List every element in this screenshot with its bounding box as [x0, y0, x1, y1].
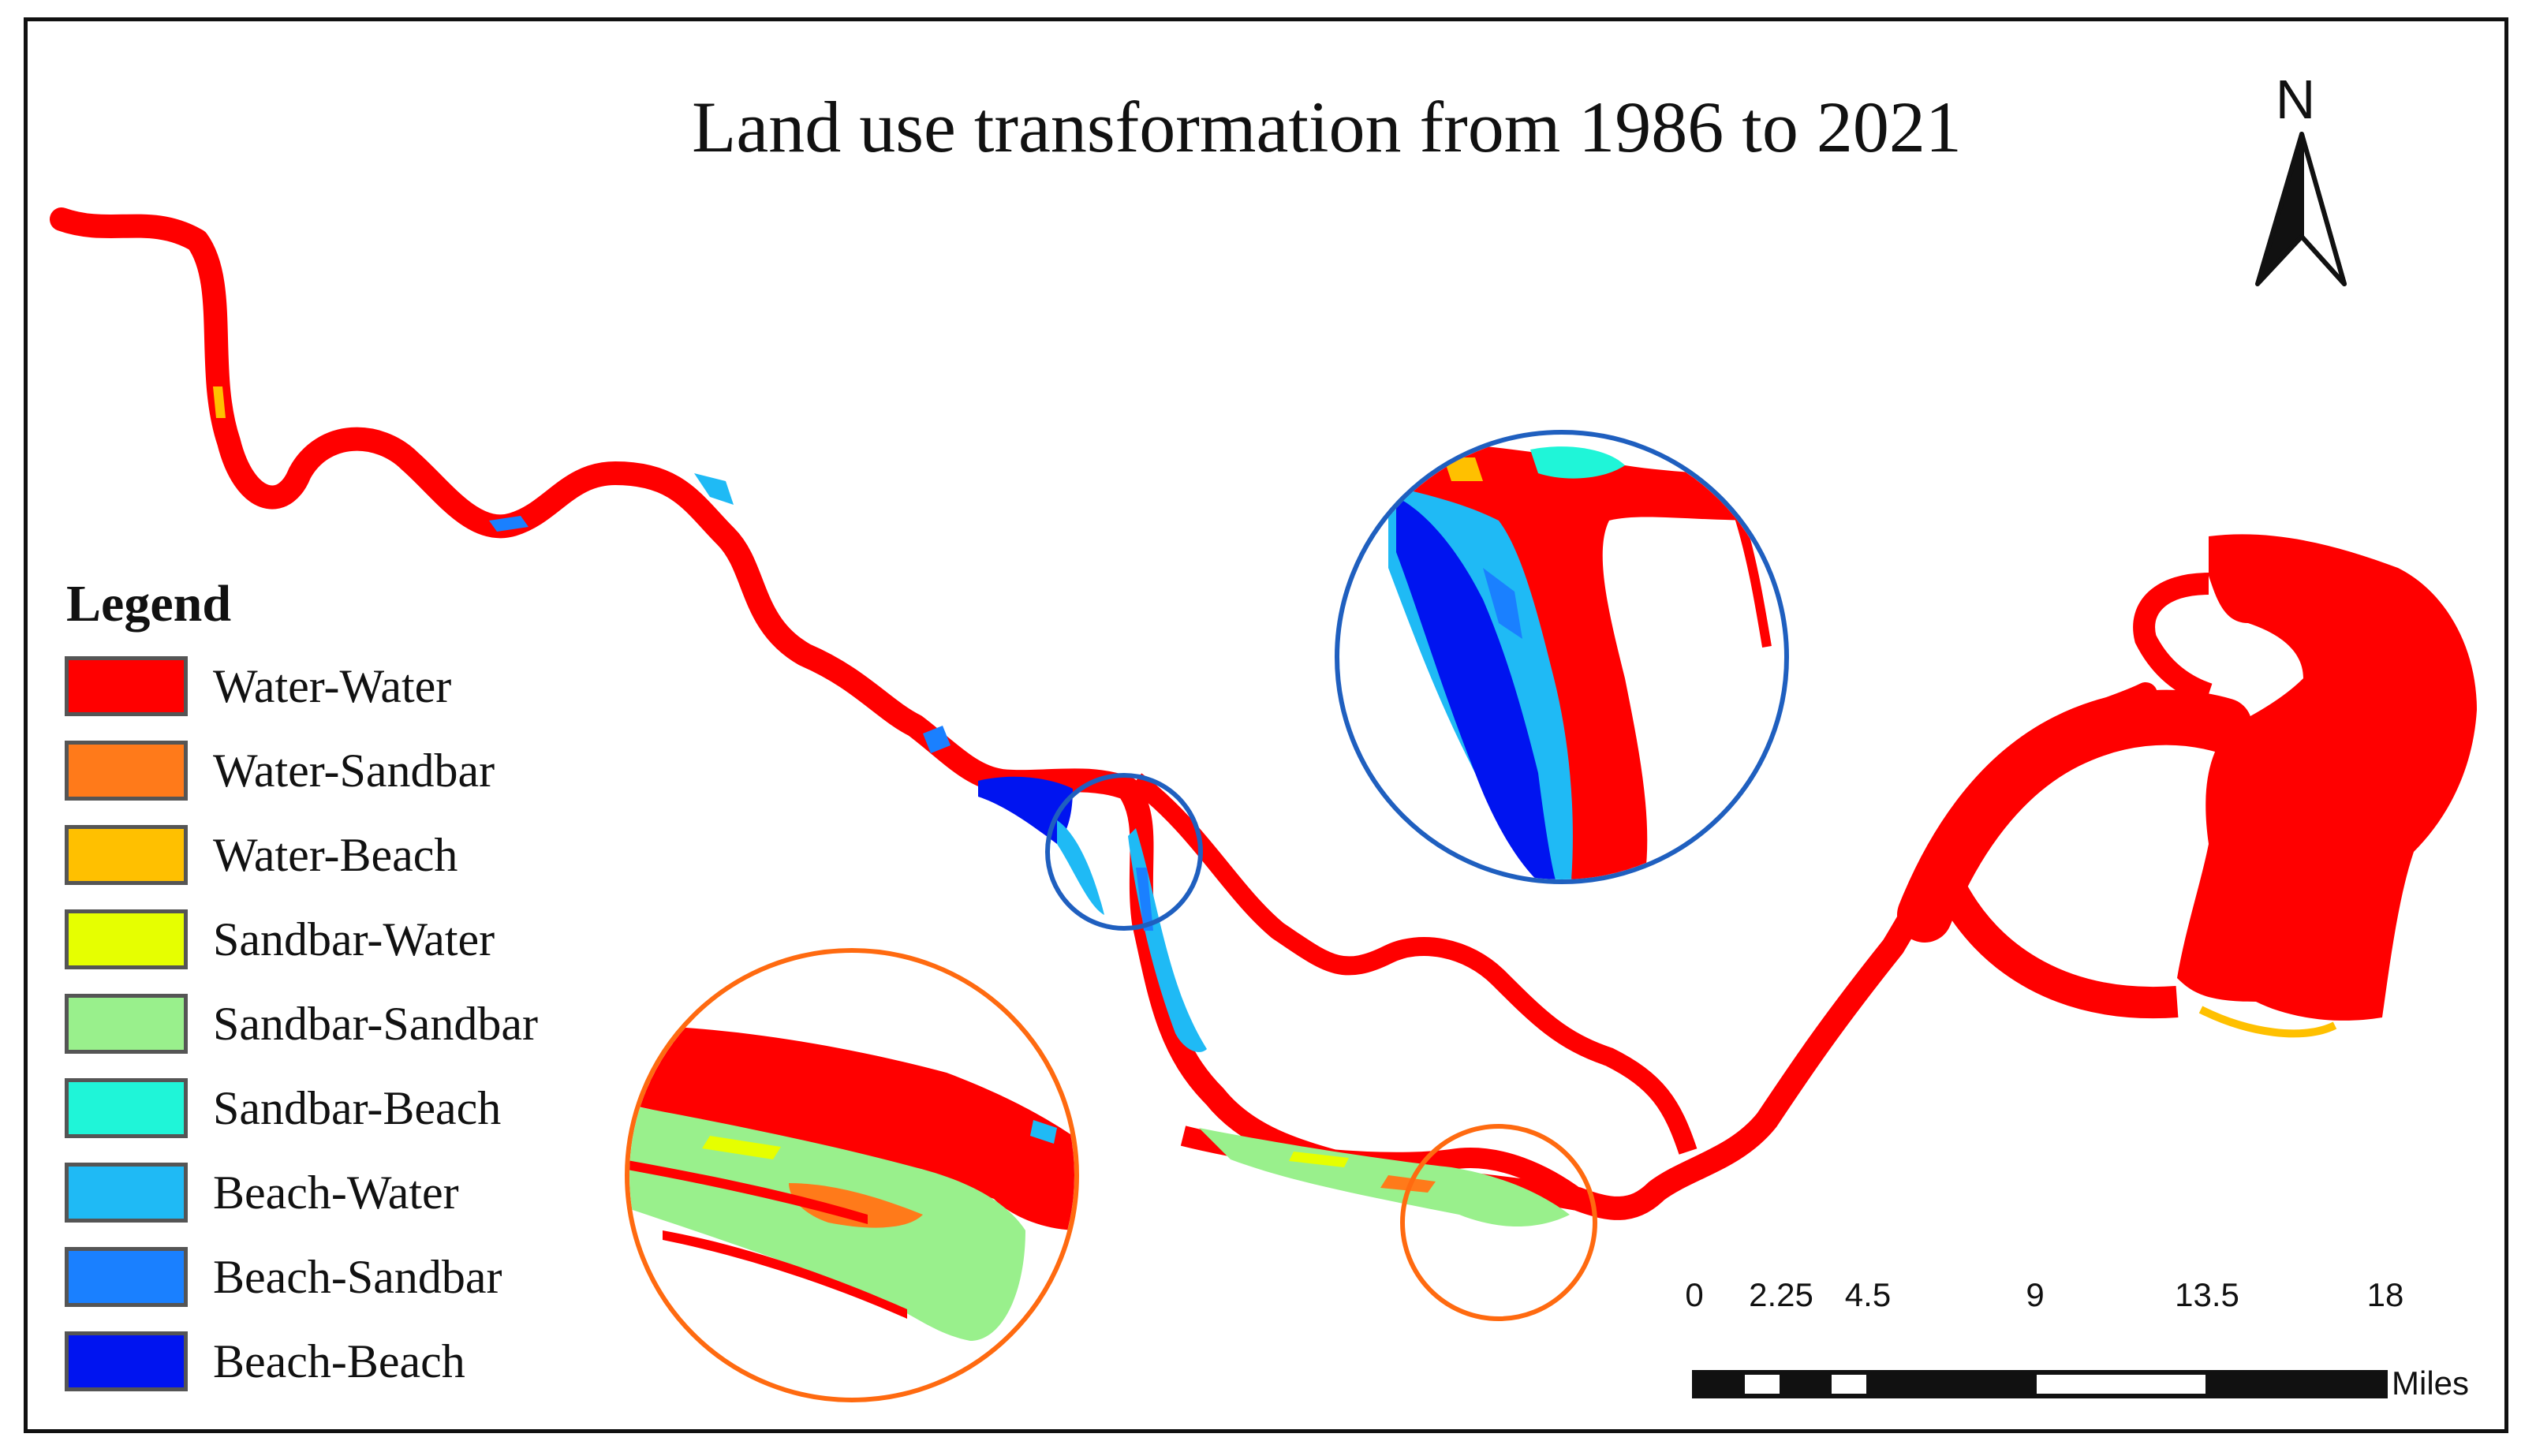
legend-title: Legend	[66, 575, 232, 633]
legend-label: Sandbar-Sandbar	[213, 998, 539, 1050]
inset-sandbar-sandbar	[629, 1104, 1025, 1341]
upper-bend-inset-content	[1388, 442, 1772, 879]
water-sandbar-patch	[1380, 1175, 1436, 1193]
legend-swatch	[65, 1163, 188, 1223]
legend-label: Water-Sandbar	[213, 745, 495, 797]
upper-bend-callout	[1045, 430, 1789, 931]
legend-label: Sandbar-Beach	[213, 1082, 502, 1134]
legend-label: Water-Water	[213, 660, 452, 712]
river-side-channel	[1130, 773, 1698, 1155]
lower-reach-inset-content	[629, 1025, 1074, 1341]
legend-label: Beach-Beach	[213, 1335, 465, 1387]
north-arrow-outline	[2255, 132, 2347, 286]
scale-bar-segment-0	[1694, 1372, 1743, 1396]
scale-tick-label: 0	[1685, 1276, 1704, 1313]
inset-water-beach	[1444, 457, 1483, 481]
beach-water-patch	[694, 473, 734, 505]
scale-tick-label: 2.25	[1749, 1276, 1813, 1313]
legend-swatch	[65, 656, 188, 716]
legend-swatch	[65, 741, 188, 801]
lower-reach-deposits	[1128, 828, 1570, 1226]
scale-tick-label: 9	[2026, 1276, 2045, 1313]
scale-bar-outline	[1692, 1370, 2388, 1398]
inset-beach-water	[1030, 1120, 1057, 1144]
scale-tick-label: 13.5	[2175, 1276, 2239, 1313]
lake-north-channel	[2133, 573, 2213, 705]
beach-water-patch	[1057, 820, 1104, 915]
north-label: N	[2275, 69, 2316, 130]
scale-tick-label: 18	[2366, 1276, 2404, 1313]
scale-bar-segment-2	[1781, 1372, 1830, 1396]
inset-sandbar-beach	[1530, 446, 1625, 479]
inset-water-streak	[629, 1159, 868, 1224]
legend-swatch	[65, 1247, 188, 1307]
lower-reach-locator-circle	[1400, 1124, 1597, 1321]
legend-label: Beach-Water	[213, 1167, 459, 1219]
legend-swatch	[65, 1078, 188, 1138]
water-beach-fringe	[2198, 1006, 2337, 1038]
scale-bar-segment-5	[2034, 1371, 2209, 1398]
water-beach-patch	[213, 386, 226, 418]
lake-south-channel	[1897, 689, 2252, 943]
legend-label: Water-Beach	[213, 829, 458, 881]
legend-swatch	[65, 994, 188, 1054]
inset-beach-beach	[1396, 497, 1562, 879]
scale-bar-segment-3	[1828, 1371, 1869, 1398]
lake-area	[1897, 534, 2477, 1038]
map-title: Land use transformation from 1986 to 202…	[692, 87, 1962, 167]
legend-label: Beach-Sandbar	[213, 1251, 502, 1303]
upper-bend-locator-circle	[1045, 773, 1203, 931]
beach-sandbar-patch	[923, 726, 951, 753]
scale-units-label: Miles	[2392, 1365, 2470, 1402]
north-arrow: N	[2240, 68, 2351, 297]
inset-water-water	[629, 1025, 1074, 1230]
sandbar-patch	[1199, 1128, 1570, 1226]
sandbar-water-patch	[1289, 1152, 1349, 1167]
legend-label: Sandbar-Water	[213, 913, 495, 965]
legend-swatch	[65, 1331, 188, 1391]
inset-beach-sandbar	[1483, 568, 1522, 639]
legend-swatch	[65, 825, 188, 885]
legend-swatch	[65, 909, 188, 969]
scale-bar-segment-4	[1868, 1372, 2035, 1396]
scale-bar-graphic	[1692, 1370, 2388, 1398]
inset-water-streak	[663, 1230, 907, 1319]
lake-water	[2177, 534, 2477, 1021]
beach-beach-patch	[978, 776, 1073, 844]
scale-bar-segment-6	[2207, 1372, 2385, 1396]
lake-inner-loop	[1934, 875, 2179, 1018]
inset-water-sandbar	[789, 1183, 923, 1228]
inset-water-water	[1404, 442, 1767, 879]
lower-reach-callout	[625, 948, 1597, 1402]
beach-sandbar-patch	[489, 516, 528, 532]
scale-bar-segment-1	[1742, 1371, 1783, 1398]
inset-sandbar-water	[702, 1136, 781, 1159]
scale-tick-label: 4.5	[1844, 1276, 1892, 1313]
north-arrow-icon	[2255, 132, 2347, 286]
beach-sandbar-patch	[1136, 868, 1153, 931]
upper-bend-deposits	[213, 386, 1104, 915]
